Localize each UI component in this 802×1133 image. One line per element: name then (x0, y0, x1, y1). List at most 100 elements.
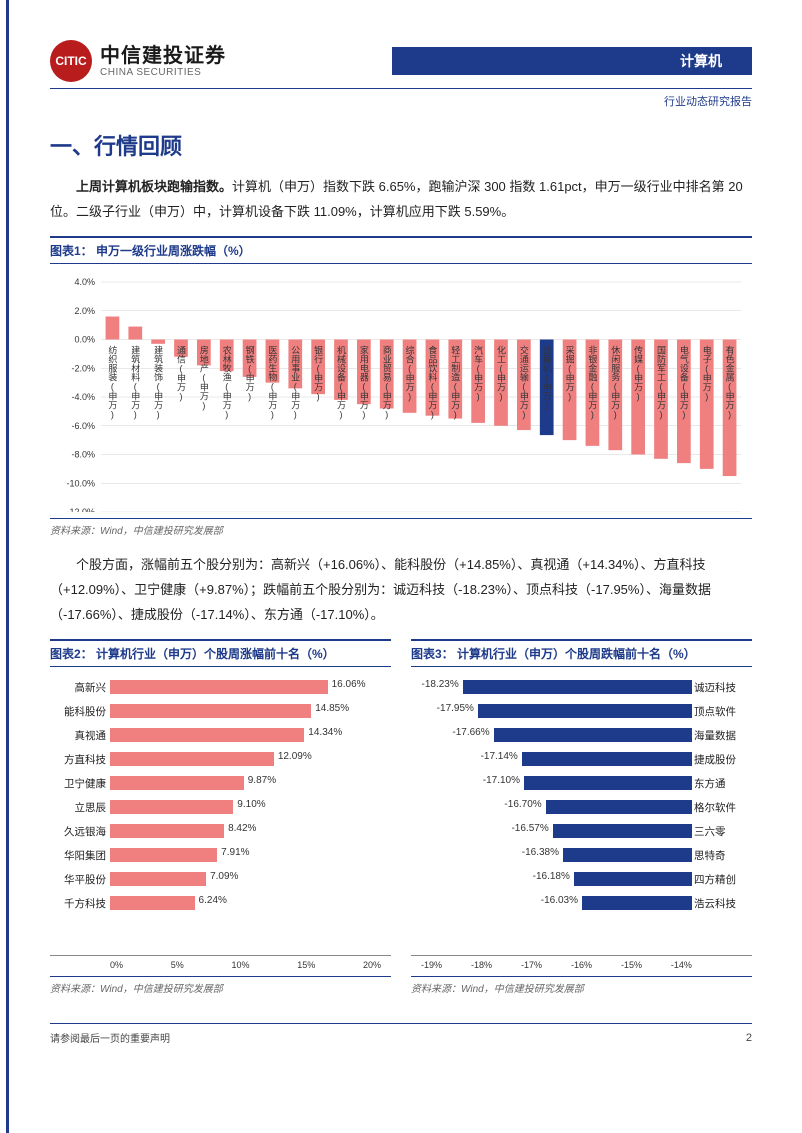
section-title: 一、行情回顾 (50, 129, 752, 161)
logo-icon: CITIC (50, 40, 92, 82)
hbar-row: 卫宁健康 9.87% (110, 771, 381, 795)
svg-text:休闲服务(申万): 休闲服务(申万) (610, 345, 620, 420)
chart3: -18.23% 诚迈科技 -17.95% 顶点软件 -17.66% 海量数据 -… (411, 675, 752, 955)
page-header: CITIC 中信建投证券 CHINA SECURITIES 计算机 (50, 40, 752, 82)
svg-text:-6.0%: -6.0% (71, 421, 95, 431)
svg-text:公用事业(申万): 公用事业(申万) (290, 346, 300, 420)
hbar-label: 捷成股份 (694, 752, 750, 767)
svg-text:-12.0%: -12.0% (66, 507, 95, 512)
hbar-row: -17.10% 东方通 (421, 771, 692, 795)
logo-cn: 中信建投证券 (100, 45, 226, 67)
chart1-title: 图表1： 申万一级行业周涨跌幅（%） (50, 236, 752, 264)
hbar-label: 能科股份 (50, 704, 106, 719)
hbar-label: 华阳集团 (50, 848, 106, 863)
chart3-source: 资料来源：Wind，中信建投研究发展部 (411, 976, 752, 995)
chart3-panel: 图表3： 计算机行业（申万）个股周跌幅前十名（%） -18.23% 诚迈科技 -… (411, 639, 752, 995)
hbar-row: 真视通 14.34% (110, 723, 381, 747)
svg-text:-2.0%: -2.0% (71, 364, 95, 374)
hbar-label: 四方精创 (694, 872, 750, 887)
chart3-axis: -19%-18%-17%-16%-15%-14% (411, 955, 752, 970)
hbar-label: 方直科技 (50, 752, 106, 767)
svg-text:建筑材料(申万): 建筑材料(申万) (130, 345, 140, 420)
hbar-label: 思特奇 (694, 848, 750, 863)
svg-text:商业贸易(申万): 商业贸易(申万) (382, 345, 392, 420)
hbar-label: 高新兴 (50, 680, 106, 695)
svg-text:食品饮料(申万): 食品饮料(申万) (427, 345, 437, 420)
svg-text:轻工制造(申万): 轻工制造(申万) (450, 345, 460, 420)
hbar-label: 千方科技 (50, 896, 106, 911)
hbar-row: 高新兴 16.06% (110, 675, 381, 699)
chart1-source: 资料来源：Wind，中信建投研究发展部 (50, 518, 752, 537)
svg-text:0.0%: 0.0% (74, 335, 95, 345)
svg-text:通信(申万): 通信(申万) (176, 346, 186, 402)
svg-text:2.0%: 2.0% (74, 306, 95, 316)
chart2-title: 图表2： 计算机行业（申万）个股周涨幅前十名（%） (50, 639, 391, 667)
hbar-row: -16.57% 三六零 (421, 819, 692, 843)
paragraph-1: 上周计算机板块跑输指数。计算机（申万）指数下跌 6.65%，跑输沪深 300 指… (50, 175, 752, 224)
page-footer: 请参阅最后一页的重要声明 2 (50, 1023, 752, 1045)
svg-text:传媒(申万): 传媒(申万) (633, 345, 643, 402)
hbar-label: 卫宁健康 (50, 776, 106, 791)
hbar-row: 华平股份 7.09% (110, 867, 381, 891)
svg-text:银行(申万): 银行(申万) (313, 345, 323, 402)
hbar-label: 格尔软件 (694, 800, 750, 815)
hbar-label: 浩云科技 (694, 896, 750, 911)
hbar-label: 东方通 (694, 776, 750, 791)
svg-text:交通运输(申万): 交通运输(申万) (519, 345, 529, 420)
svg-text:医药生物(申万): 医药生物(申万) (267, 346, 277, 420)
svg-text:4.0%: 4.0% (74, 277, 95, 287)
svg-text:电子(申万): 电子(申万) (702, 345, 712, 402)
svg-text:钢铁(申万): 钢铁(申万) (245, 345, 255, 402)
hbar-label: 海量数据 (694, 728, 750, 743)
svg-text:机械设备(申万): 机械设备(申万) (336, 345, 346, 420)
hbar-row: -17.95% 顶点软件 (421, 699, 692, 723)
para1-bold: 上周计算机板块跑输指数。 (76, 179, 232, 194)
svg-text:有色金属(申万): 有色金属(申万) (725, 345, 735, 420)
svg-text:建筑装饰(申万): 建筑装饰(申万) (153, 345, 163, 420)
svg-text:纺织服装(申万): 纺织服装(申万) (107, 345, 117, 420)
hbar-row: 能科股份 14.85% (110, 699, 381, 723)
logo-block: CITIC 中信建投证券 CHINA SECURITIES (50, 40, 226, 82)
hbar-label: 立思辰 (50, 800, 106, 815)
footer-page: 2 (746, 1032, 752, 1044)
hbar-row: -16.70% 格尔软件 (421, 795, 692, 819)
svg-text:-4.0%: -4.0% (71, 392, 95, 402)
hbar-label: 三六零 (694, 824, 750, 839)
hbar-label: 诚迈科技 (694, 680, 750, 695)
svg-text:汽车(申万): 汽车(申万) (473, 345, 483, 402)
hbar-label: 真视通 (50, 728, 106, 743)
chart1: -12.0% -10.0% -8.0% -6.0% -4.0% -2.0% 0.0% 2.0%… (50, 272, 752, 512)
hbar-row: 华阳集团 7.91% (110, 843, 381, 867)
paragraph-2: 个股方面，涨幅前五个股分别为：高新兴（+16.06%）、能科股份（+14.85%… (50, 553, 752, 627)
footer-disclaimer: 请参阅最后一页的重要声明 (50, 1030, 170, 1045)
svg-text:电气设备(申万): 电气设备(申万) (679, 345, 689, 420)
header-subtitle: 行业动态研究报告 (50, 88, 752, 109)
svg-text:化工(申万): 化工(申万) (496, 345, 506, 402)
svg-text:国防军工(申万): 国防军工(申万) (656, 346, 666, 420)
svg-text:综合(申万): 综合(申万) (405, 345, 415, 402)
hbar-row: -16.38% 思特奇 (421, 843, 692, 867)
hbar-row: 久远银海 8.42% (110, 819, 381, 843)
hbar-row: 方直科技 12.09% (110, 747, 381, 771)
chart2-axis: 0%5%10%15%20% (50, 955, 391, 970)
hbar-label: 华平股份 (50, 872, 106, 887)
hbar-row: -17.66% 海量数据 (421, 723, 692, 747)
chart2: 高新兴 16.06% 能科股份 14.85% 真视通 14.34% 方直科技 1… (50, 675, 391, 955)
svg-text:-8.0%: -8.0% (71, 450, 95, 460)
chart2-panel: 图表2： 计算机行业（申万）个股周涨幅前十名（%） 高新兴 16.06% 能科股… (50, 639, 391, 995)
hbar-row: -16.03% 浩云科技 (421, 891, 692, 915)
header-category: 计算机 (392, 47, 752, 75)
hbar-row: -18.23% 诚迈科技 (421, 675, 692, 699)
svg-text:非银金融(申万): 非银金融(申万) (587, 345, 597, 420)
hbar-row: 立思辰 9.10% (110, 795, 381, 819)
hbar-row: -16.18% 四方精创 (421, 867, 692, 891)
svg-text:-10.0%: -10.0% (66, 479, 95, 489)
svg-text:家用电器(申万): 家用电器(申万) (359, 345, 369, 420)
svg-text:房地产(申万): 房地产(申万) (199, 345, 209, 411)
svg-text:农林牧渔(申万): 农林牧渔(申万) (222, 345, 232, 420)
hbar-label: 顶点软件 (694, 704, 750, 719)
logo-en: CHINA SECURITIES (100, 67, 226, 78)
chart2-source: 资料来源：Wind，中信建投研究发展部 (50, 976, 391, 995)
svg-text:计算机(申万): 计算机(申万) (542, 345, 552, 411)
chart3-title: 图表3： 计算机行业（申万）个股周跌幅前十名（%） (411, 639, 752, 667)
